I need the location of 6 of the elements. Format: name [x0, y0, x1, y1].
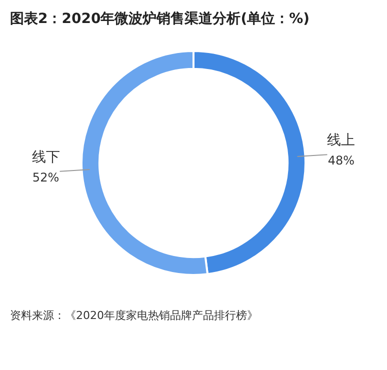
slice-label: 线上 [327, 132, 356, 149]
text: 资料来源：《2020年度家电热销品牌产品排行榜》 [10, 308, 259, 323]
data-label: 48% [328, 154, 355, 168]
chart-title: 图表2：2020年微波炉销售渠道分析(单位：%) [9, 10, 311, 28]
slice-label: 线下 [32, 149, 60, 166]
data-label: 52% [32, 170, 60, 184]
